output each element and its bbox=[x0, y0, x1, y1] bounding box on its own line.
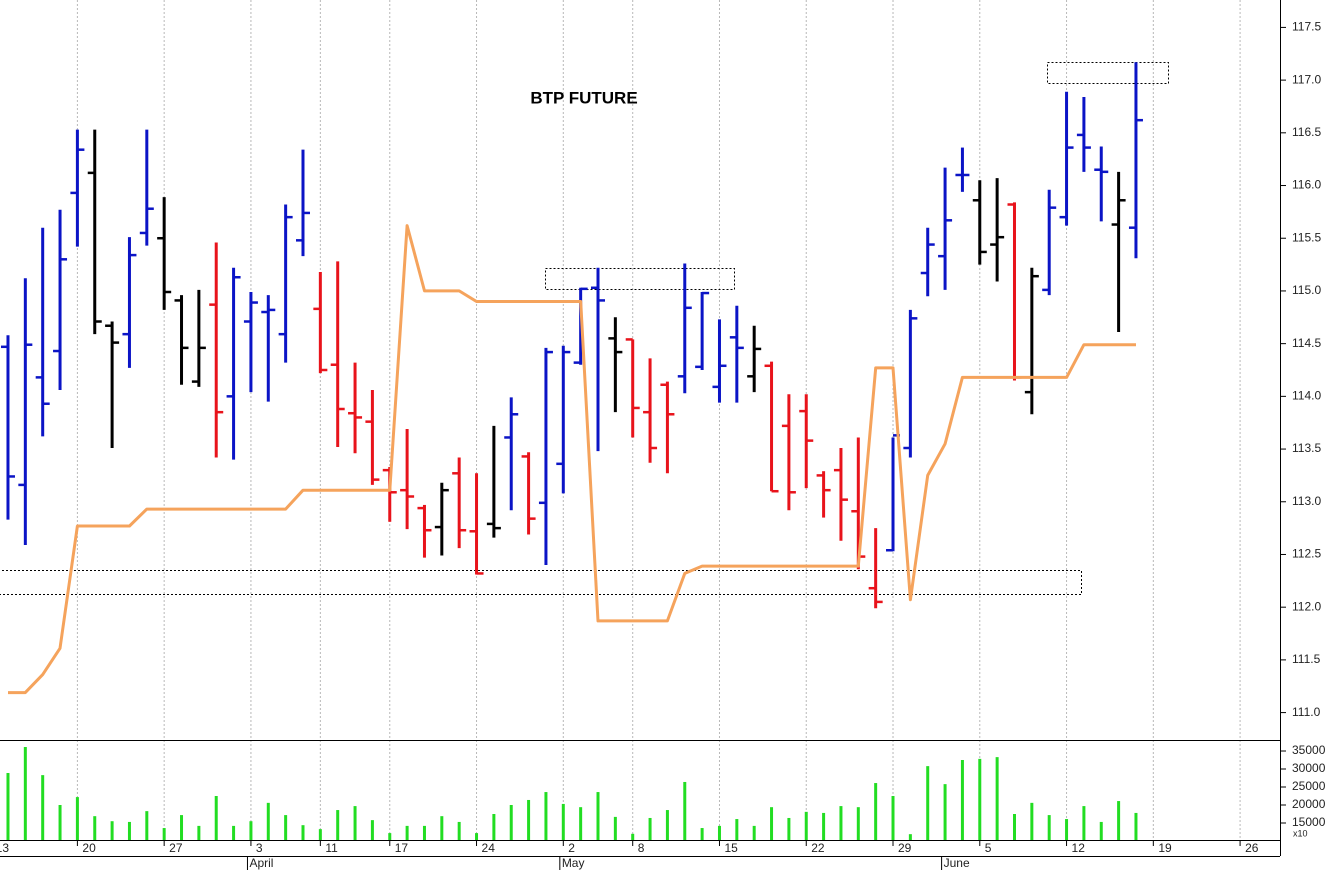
x-tick-label: 15 bbox=[724, 841, 738, 855]
y-tick-label: 116.0 bbox=[1292, 178, 1321, 192]
x-tick-label: 11 bbox=[325, 841, 338, 855]
volume-tick-label: 20000 bbox=[1292, 797, 1326, 811]
x-tick-label: 26 bbox=[1245, 841, 1259, 855]
x-tick-label: 13 bbox=[0, 841, 9, 855]
month-label: June bbox=[944, 856, 970, 870]
x-tick-label: 5 bbox=[985, 841, 992, 855]
chart-title: BTP FUTURE bbox=[530, 88, 637, 107]
x-tick-label: 24 bbox=[482, 841, 496, 855]
zones bbox=[0, 62, 1169, 595]
x-tick-label: 19 bbox=[1158, 841, 1172, 855]
y-tick-label: 115.5 bbox=[1292, 230, 1321, 244]
x-tick-label: 27 bbox=[169, 841, 183, 855]
month-label: April bbox=[249, 856, 273, 870]
y-tick-label: 114.5 bbox=[1292, 336, 1321, 350]
y-tick-label: 114.0 bbox=[1292, 389, 1321, 403]
grid bbox=[76, 0, 1241, 840]
y-tick-label: 115.0 bbox=[1292, 283, 1321, 297]
y-tick-label: 111.5 bbox=[1292, 652, 1321, 666]
y-tick-label: 117.5 bbox=[1292, 20, 1321, 34]
x-tick-label: 29 bbox=[898, 841, 912, 855]
x-tick-label: 20 bbox=[82, 841, 96, 855]
plot bbox=[0, 62, 1143, 840]
x-tick-label: 2 bbox=[568, 841, 575, 855]
y-tick-label: 113.0 bbox=[1292, 494, 1321, 508]
indicator-line bbox=[8, 224, 1136, 695]
volume-multiplier: x10 bbox=[1293, 828, 1308, 838]
x-tick-label: 17 bbox=[395, 841, 409, 855]
y-tick-label: 117.0 bbox=[1292, 72, 1321, 86]
x-tick-label: 3 bbox=[256, 841, 263, 855]
x-tick-label: 22 bbox=[811, 841, 825, 855]
volume-tick-label: 25000 bbox=[1292, 779, 1326, 793]
y-tick-label: 112.5 bbox=[1292, 547, 1321, 561]
month-label: May bbox=[562, 856, 585, 870]
y-tick-label: 113.5 bbox=[1292, 441, 1321, 455]
zone-box bbox=[0, 570, 1082, 595]
x-tick-label: 8 bbox=[638, 841, 645, 855]
x-tick-label: 12 bbox=[1072, 841, 1086, 855]
y-tick-label: 111.0 bbox=[1292, 705, 1321, 719]
y-tick-label: 112.0 bbox=[1292, 599, 1321, 613]
zone-box bbox=[545, 268, 735, 290]
volume-tick-label: 35000 bbox=[1292, 743, 1326, 757]
volume-tick-label: 15000 bbox=[1292, 815, 1326, 829]
y-tick-label: 116.5 bbox=[1292, 125, 1321, 139]
zone-box bbox=[1047, 62, 1169, 84]
volume-tick-label: 30000 bbox=[1292, 761, 1326, 775]
